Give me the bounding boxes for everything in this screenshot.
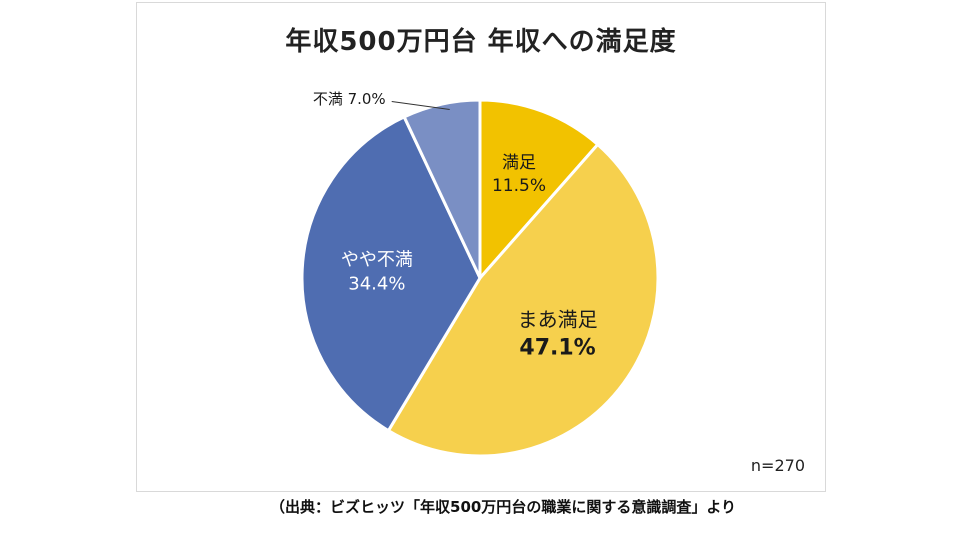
chart-title: 年収500万円台 年収への満足度 (285, 27, 677, 57)
slice-label-name: 満足 (501, 152, 536, 173)
slice-label-maa-manzoku: まあ満足 47.1% (518, 306, 598, 363)
slice-label-fuman: 不満 7.0% (313, 89, 386, 109)
slice-label-value: 34.4% (348, 273, 406, 295)
slice-label-value: 11.5% (491, 175, 547, 196)
sample-size: n=270 (750, 456, 805, 475)
pie-chart (300, 98, 660, 458)
pie-slice-fuman (402, 98, 482, 279)
slice-label-name: まあ満足 (517, 307, 598, 332)
pie-slice-yaya-fuman (300, 114, 482, 433)
slice-label-yaya-fuman: やや不満 34.4% (341, 249, 413, 298)
chart-frame: 年収500万円台 年収への満足度 満足 11.5% まあ満足 47.1% やや不満 34.… (136, 2, 826, 492)
slice-label-name: やや不満 (340, 249, 413, 271)
slice-label-value: 47.1% (519, 335, 596, 361)
slice-label-manzoku: 満足 11.5% (492, 152, 546, 198)
pie-slice-manzoku (478, 98, 600, 282)
pie-slice-maa-manzoku (386, 142, 660, 458)
leader-line-fuman (391, 101, 450, 110)
slice-label-text: 不満 7.0% (312, 90, 386, 109)
source-note: （出典：ビズヒッツ「年収500万円台の職業に関する意識調査」より (270, 498, 737, 516)
